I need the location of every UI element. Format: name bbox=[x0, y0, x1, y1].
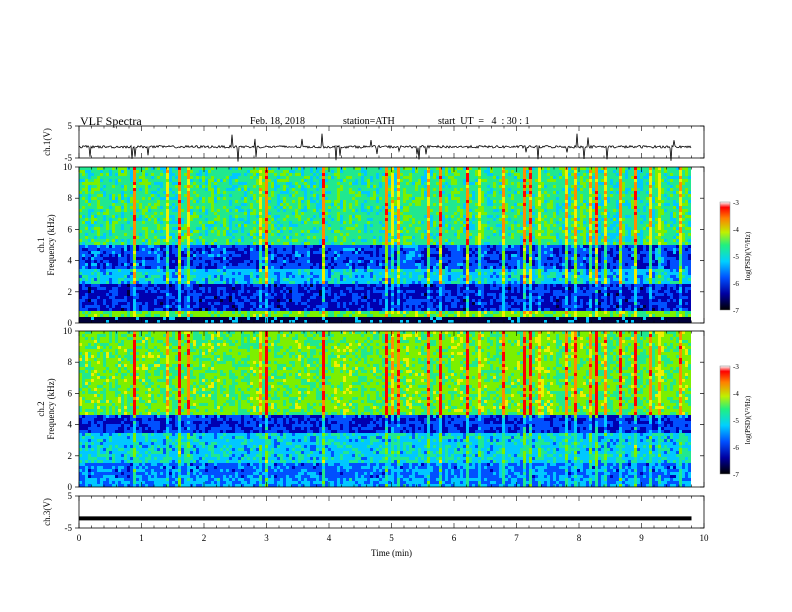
y-tick-label: 6 bbox=[68, 224, 73, 234]
y-tick-label: 6 bbox=[68, 388, 73, 398]
ch1-trace bbox=[79, 134, 691, 162]
colorbar-label: log(PSD)(V²/Hz) bbox=[744, 395, 752, 444]
y-axis-label: ch.1 bbox=[36, 237, 46, 252]
spectrogram-ch2 bbox=[79, 331, 691, 487]
x-tick-label: 9 bbox=[639, 533, 644, 543]
y-tick-label: 10 bbox=[63, 162, 73, 172]
y-tick-label: -5 bbox=[65, 523, 73, 533]
x-tick-label: 2 bbox=[202, 533, 207, 543]
vlf-figure: 5-5ch.1(V)0246810ch.1 Frequency (kHz)-3-4… bbox=[0, 0, 792, 612]
colorbar-tick-label: -6 bbox=[733, 444, 739, 452]
spectrogram-layer bbox=[79, 167, 691, 487]
colorbar-tick-label: -4 bbox=[733, 226, 739, 234]
x-tick-label: 4 bbox=[327, 533, 332, 543]
y-tick-label: 5 bbox=[68, 491, 73, 501]
colorbar bbox=[720, 202, 730, 310]
colorbar-tick-label: -5 bbox=[733, 417, 739, 425]
colorbar-tick-label: -7 bbox=[733, 307, 739, 315]
y-axis-label: Frequency (kHz) bbox=[46, 378, 56, 439]
y-tick-label: 10 bbox=[63, 326, 73, 336]
x-axis-label: Time (min) bbox=[371, 548, 412, 558]
x-tick-label: 6 bbox=[452, 533, 457, 543]
x-tick-label: 10 bbox=[700, 533, 710, 543]
x-tick-label: 8 bbox=[577, 533, 582, 543]
x-tick-label: 3 bbox=[264, 533, 269, 543]
y-tick-label: 2 bbox=[68, 287, 73, 297]
y-axis-label: Frequency (kHz) bbox=[46, 214, 56, 275]
colorbar-tick-label: -7 bbox=[733, 471, 739, 479]
colorbar-tick-label: -6 bbox=[733, 280, 739, 288]
y-axis-label: ch.2 bbox=[36, 401, 46, 416]
x-tick-label: 5 bbox=[389, 533, 394, 543]
colorbar-tick-label: -5 bbox=[733, 253, 739, 261]
colorbar-tick-label: -3 bbox=[733, 363, 739, 371]
x-tick-label: 7 bbox=[514, 533, 519, 543]
spectrogram-ch1 bbox=[79, 167, 691, 323]
x-tick-label: 1 bbox=[139, 533, 144, 543]
y-tick-label: 2 bbox=[68, 451, 73, 461]
y-tick-label: 4 bbox=[68, 256, 73, 266]
colorbar bbox=[720, 366, 730, 474]
y-axis-label: ch.3(V) bbox=[42, 498, 52, 526]
y-tick-label: 5 bbox=[68, 121, 73, 131]
colorbar-tick-label: -3 bbox=[733, 199, 739, 207]
y-tick-label: 4 bbox=[68, 420, 73, 430]
y-tick-label: 8 bbox=[68, 357, 73, 367]
colorbar-label: log(PSD)(V²/Hz) bbox=[744, 231, 752, 280]
y-tick-label: 8 bbox=[68, 193, 73, 203]
x-tick-label: 0 bbox=[77, 533, 82, 543]
y-axis-label: ch.1(V) bbox=[42, 128, 52, 156]
colorbar-tick-label: -4 bbox=[733, 390, 739, 398]
